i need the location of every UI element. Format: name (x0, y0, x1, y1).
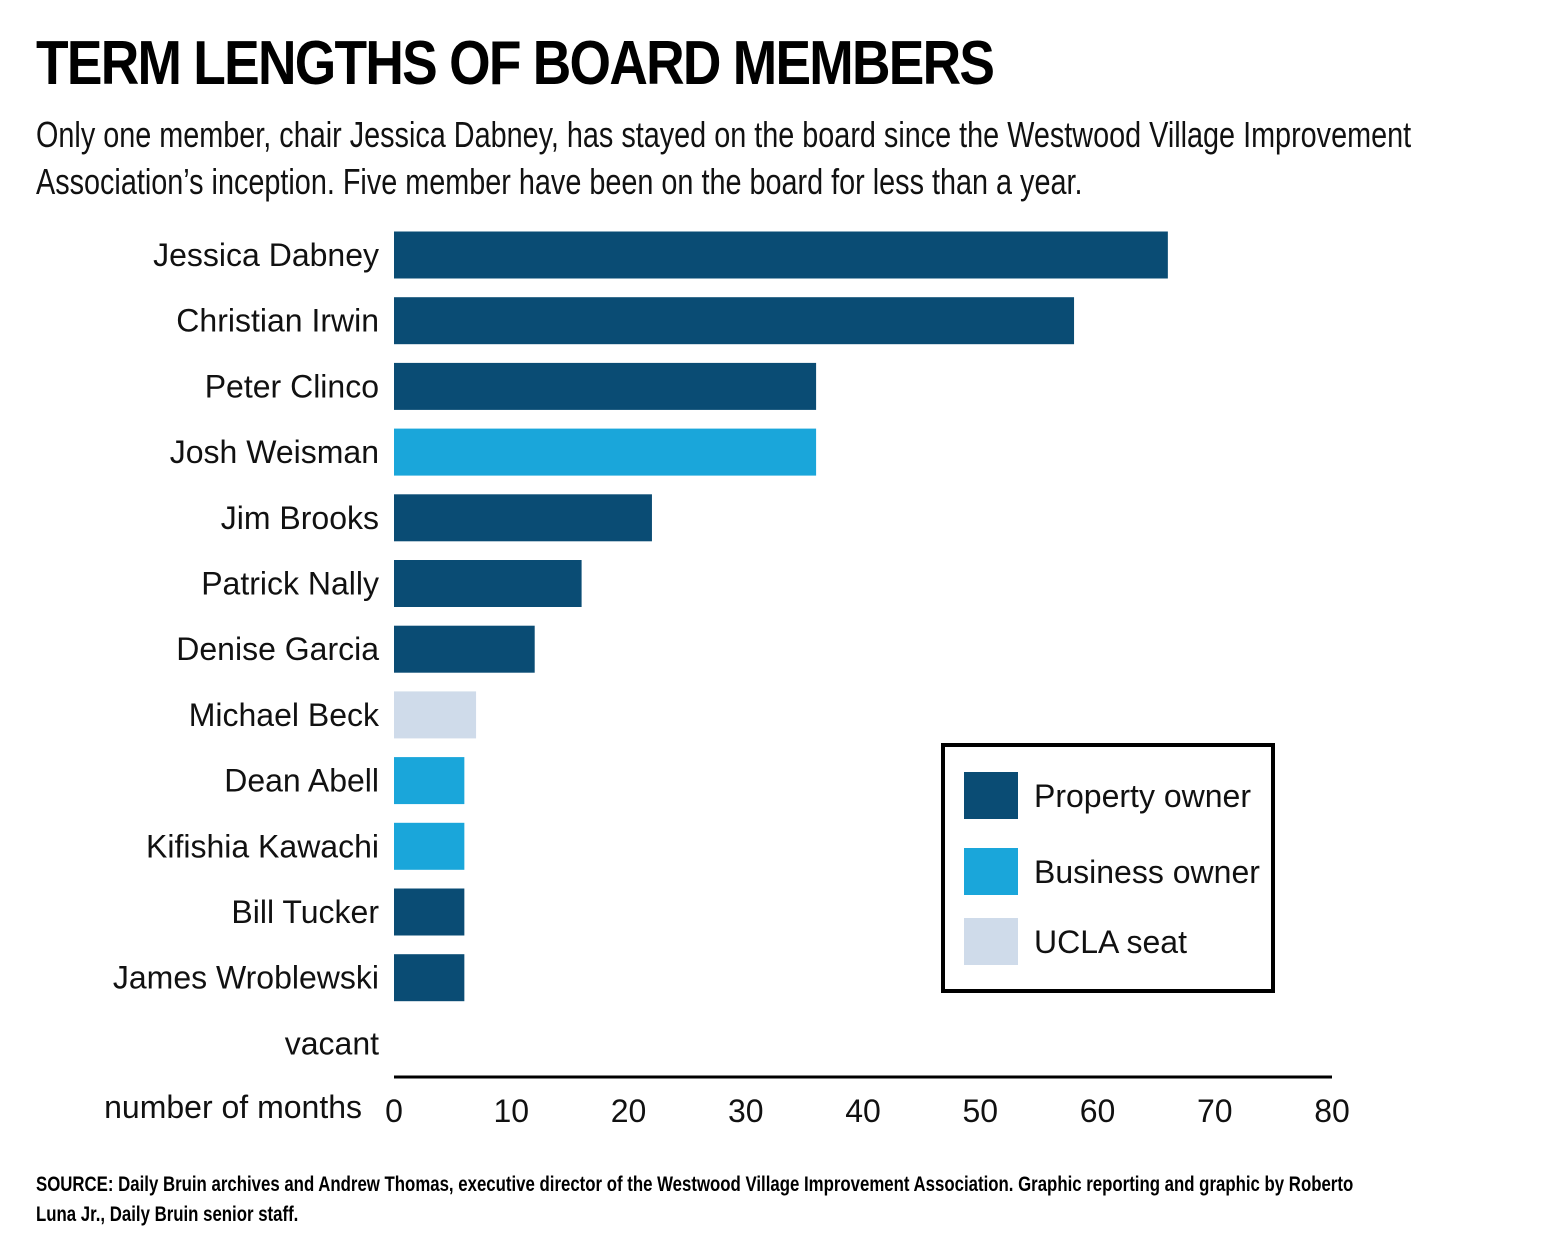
x-tick-labels: 0 10 20 30 40 50 60 70 80 (385, 1093, 1350, 1129)
category-label-christian-irwin: Christian Irwin (176, 303, 379, 339)
source-note: SOURCE: Daily Bruin archives and Andrew … (36, 1173, 1354, 1226)
category-labels: Jessica Dabney Christian Irwin Peter Clinc… (113, 237, 380, 1061)
x-tick-label-50: 50 (962, 1093, 998, 1129)
bar-josh-weisman (394, 428, 817, 476)
bar-chart: Jessica Dabney Christian Irwin Peter Clinc… (104, 231, 1350, 1129)
x-tick-label-0: 0 (385, 1093, 403, 1129)
x-tick-label-80: 80 (1314, 1093, 1350, 1129)
legend-swatch-property (964, 772, 1018, 819)
legend-swatch-ucla (964, 918, 1018, 965)
category-label-peter-clinco: Peter Clinco (205, 368, 379, 404)
bar-jessica-dabney (394, 231, 1168, 279)
x-tick-label-10: 10 (493, 1093, 529, 1129)
bar-bill-tucker (394, 888, 465, 936)
x-axis-label: number of months (104, 1089, 362, 1125)
x-tick-label-20: 20 (611, 1093, 647, 1129)
category-label-james-wroblewski: James Wroblewski (113, 960, 379, 996)
bar-christian-irwin (394, 297, 1075, 345)
legend-label-ucla: UCLA seat (1034, 924, 1187, 960)
bars-group (394, 231, 1168, 1002)
bar-kifishia-kawachi (394, 822, 465, 870)
bar-michael-beck (394, 691, 477, 739)
legend-label-business: Business owner (1034, 854, 1260, 890)
chart-title: TERM LENGTHS OF BOARD MEMBERS (36, 29, 995, 98)
category-label-patrick-nally: Patrick Nally (201, 566, 379, 602)
category-label-vacant: vacant (285, 1025, 379, 1061)
category-label-josh-weisman: Josh Weisman (170, 434, 379, 470)
legend: Property owner Business owner UCLA seat (941, 743, 1275, 993)
category-label-jessica-dabney: Jessica Dabney (153, 237, 379, 273)
category-label-denise-garcia: Denise Garcia (176, 631, 379, 667)
bar-dean-abell (394, 757, 465, 805)
category-label-dean-abell: Dean Abell (224, 763, 379, 799)
legend-label-property: Property owner (1034, 778, 1251, 814)
bar-patrick-nally (394, 560, 582, 607)
x-tick-label-30: 30 (728, 1093, 764, 1129)
bar-james-wroblewski (394, 954, 465, 1002)
x-tick-label-60: 60 (1080, 1093, 1116, 1129)
category-label-jim-brooks: Jim Brooks (221, 500, 379, 536)
category-label-bill-tucker: Bill Tucker (231, 894, 379, 930)
x-tick-label-40: 40 (845, 1093, 881, 1129)
category-label-michael-beck: Michael Beck (189, 697, 380, 733)
legend-swatch-business (964, 848, 1018, 895)
category-label-kifishia-kawachi: Kifishia Kawachi (146, 828, 379, 864)
bar-peter-clinco (394, 362, 817, 410)
x-tick-label-70: 70 (1197, 1093, 1233, 1129)
bar-jim-brooks (394, 494, 652, 542)
chart-subtitle: Only one member, chair Jessica Dabney, h… (36, 114, 1412, 202)
bar-denise-garcia (394, 625, 535, 673)
